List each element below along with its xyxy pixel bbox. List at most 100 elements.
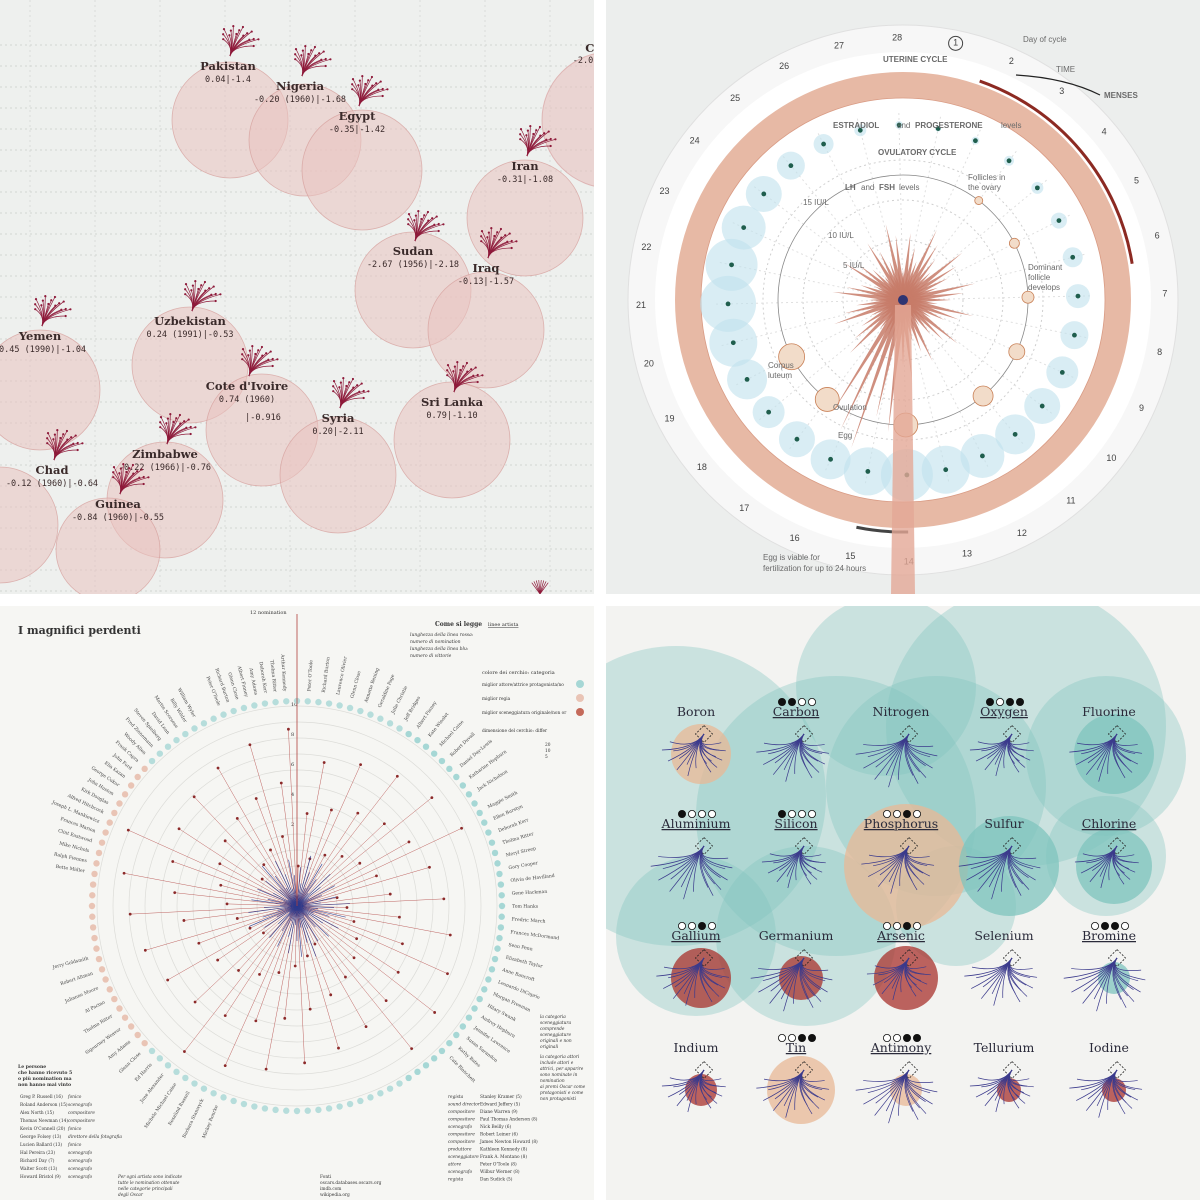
fan-dot (431, 217, 434, 220)
element-fan (1063, 957, 1146, 1012)
fan-dot (381, 94, 384, 98)
follicle (974, 196, 984, 205)
category-dot (481, 819, 488, 826)
lh-spike (901, 297, 958, 344)
right-row-role: sceneggiatore (448, 1155, 479, 1160)
fan-dot (379, 80, 382, 83)
left-row-name: Roland Anderson (15) (20, 1103, 68, 1108)
foot-source: imdb.com (320, 1187, 341, 1192)
artist-name: Annette Bening (363, 667, 381, 704)
win-line (264, 905, 298, 908)
fan-dot (332, 385, 335, 388)
background-circle (606, 646, 826, 946)
nomination-end (428, 865, 431, 869)
time-arrow (1015, 74, 1101, 96)
day-number: 13 (962, 548, 972, 558)
category-dot (251, 702, 258, 709)
nomination-end (126, 828, 130, 832)
fan-line (539, 582, 549, 594)
element-fan (761, 845, 826, 889)
nomination-line (167, 905, 298, 981)
category-dot (304, 1107, 311, 1114)
fan-line (1114, 957, 1142, 971)
fan-line (358, 95, 383, 107)
win-line (249, 905, 298, 927)
fan-dot (437, 222, 440, 226)
win-line (296, 905, 317, 957)
left-row-role: scenografo (68, 1167, 92, 1172)
artist-name: Ed Harris (134, 1062, 154, 1083)
fan-dot (247, 354, 250, 357)
nomination-end (254, 797, 258, 800)
fan-dot (70, 436, 73, 439)
element-name: Phosphorus (864, 816, 938, 831)
fan-dot (493, 234, 496, 238)
fan-dot (142, 482, 145, 486)
win-line (275, 875, 298, 907)
win-line (261, 865, 298, 907)
left-row-role: fonico (67, 1143, 82, 1148)
progesterone-dot (761, 191, 767, 197)
right-row-name: Edward Jeffery (5) (480, 1103, 520, 1108)
country-bubble (0, 466, 59, 584)
right-row-role: regista (448, 1095, 464, 1100)
artist-name: Richard Burton (321, 657, 332, 693)
fan-dot (452, 370, 455, 373)
country-name: Sri Lanka (421, 395, 484, 409)
fan-dot (362, 396, 365, 400)
fan-dot (52, 438, 55, 441)
nomination-end (355, 937, 359, 941)
electron-dot (777, 698, 786, 707)
progesterone-dot (741, 225, 747, 230)
left-row-role: fonico (67, 1095, 82, 1100)
right-note: non protagonisti (540, 1097, 577, 1102)
fan-dot (294, 48, 298, 51)
fan-line (701, 845, 729, 859)
country-fan (446, 361, 484, 393)
win-line (296, 896, 337, 907)
nomination-line (296, 764, 361, 907)
legend-category-swatch (576, 708, 584, 716)
artist-name: Glenn Close (349, 670, 362, 699)
right-row-name: Stanley Kramer (5) (480, 1095, 522, 1100)
category-dot (357, 707, 364, 715)
fan-line (301, 65, 326, 77)
legend-artist: linee artista (488, 622, 518, 628)
levels-label: levels (899, 183, 919, 192)
category-dot (230, 1097, 237, 1105)
fan-dot (487, 231, 490, 234)
right-note: ai premi Oscar come (540, 1085, 586, 1090)
nomination-end (281, 835, 284, 838)
country-fan (222, 25, 260, 57)
fan-dot (381, 87, 384, 91)
fan-dot (310, 49, 313, 52)
left-row-role: scenografo (68, 1159, 92, 1164)
legend-line: numero di nomination (410, 639, 461, 645)
nomination-end (356, 811, 360, 815)
nomination-line (284, 905, 298, 1019)
fan-dot (159, 416, 163, 419)
right-note: nomination (540, 1079, 565, 1084)
category-dot (251, 1103, 258, 1110)
right-note: originali e non (540, 1039, 572, 1044)
fan-dot (252, 44, 255, 48)
foot-note: nelle categorie principali (118, 1187, 173, 1192)
category-dot (93, 945, 100, 952)
electron-dot (1005, 698, 1014, 707)
element-name: Chlorine (1082, 816, 1137, 831)
nomination-end (303, 1061, 307, 1065)
fan-dot (526, 129, 529, 132)
element-fan (866, 957, 931, 1001)
time-label: TIME (1056, 65, 1075, 74)
fan-line (539, 580, 545, 594)
progesterone-label: PROGESTERONE (915, 121, 983, 130)
category-dot (272, 698, 279, 706)
viable-label: Egg is viable for (763, 553, 820, 562)
nomination-end (182, 919, 186, 922)
country-name: Nigeria (276, 79, 325, 93)
follicle (1008, 237, 1020, 249)
category-dot (91, 870, 98, 878)
progesterone-dot (865, 469, 871, 474)
legend-title: Come si legge (435, 621, 482, 628)
legend-category-title: colore dei cerchio: categoria (482, 670, 555, 676)
